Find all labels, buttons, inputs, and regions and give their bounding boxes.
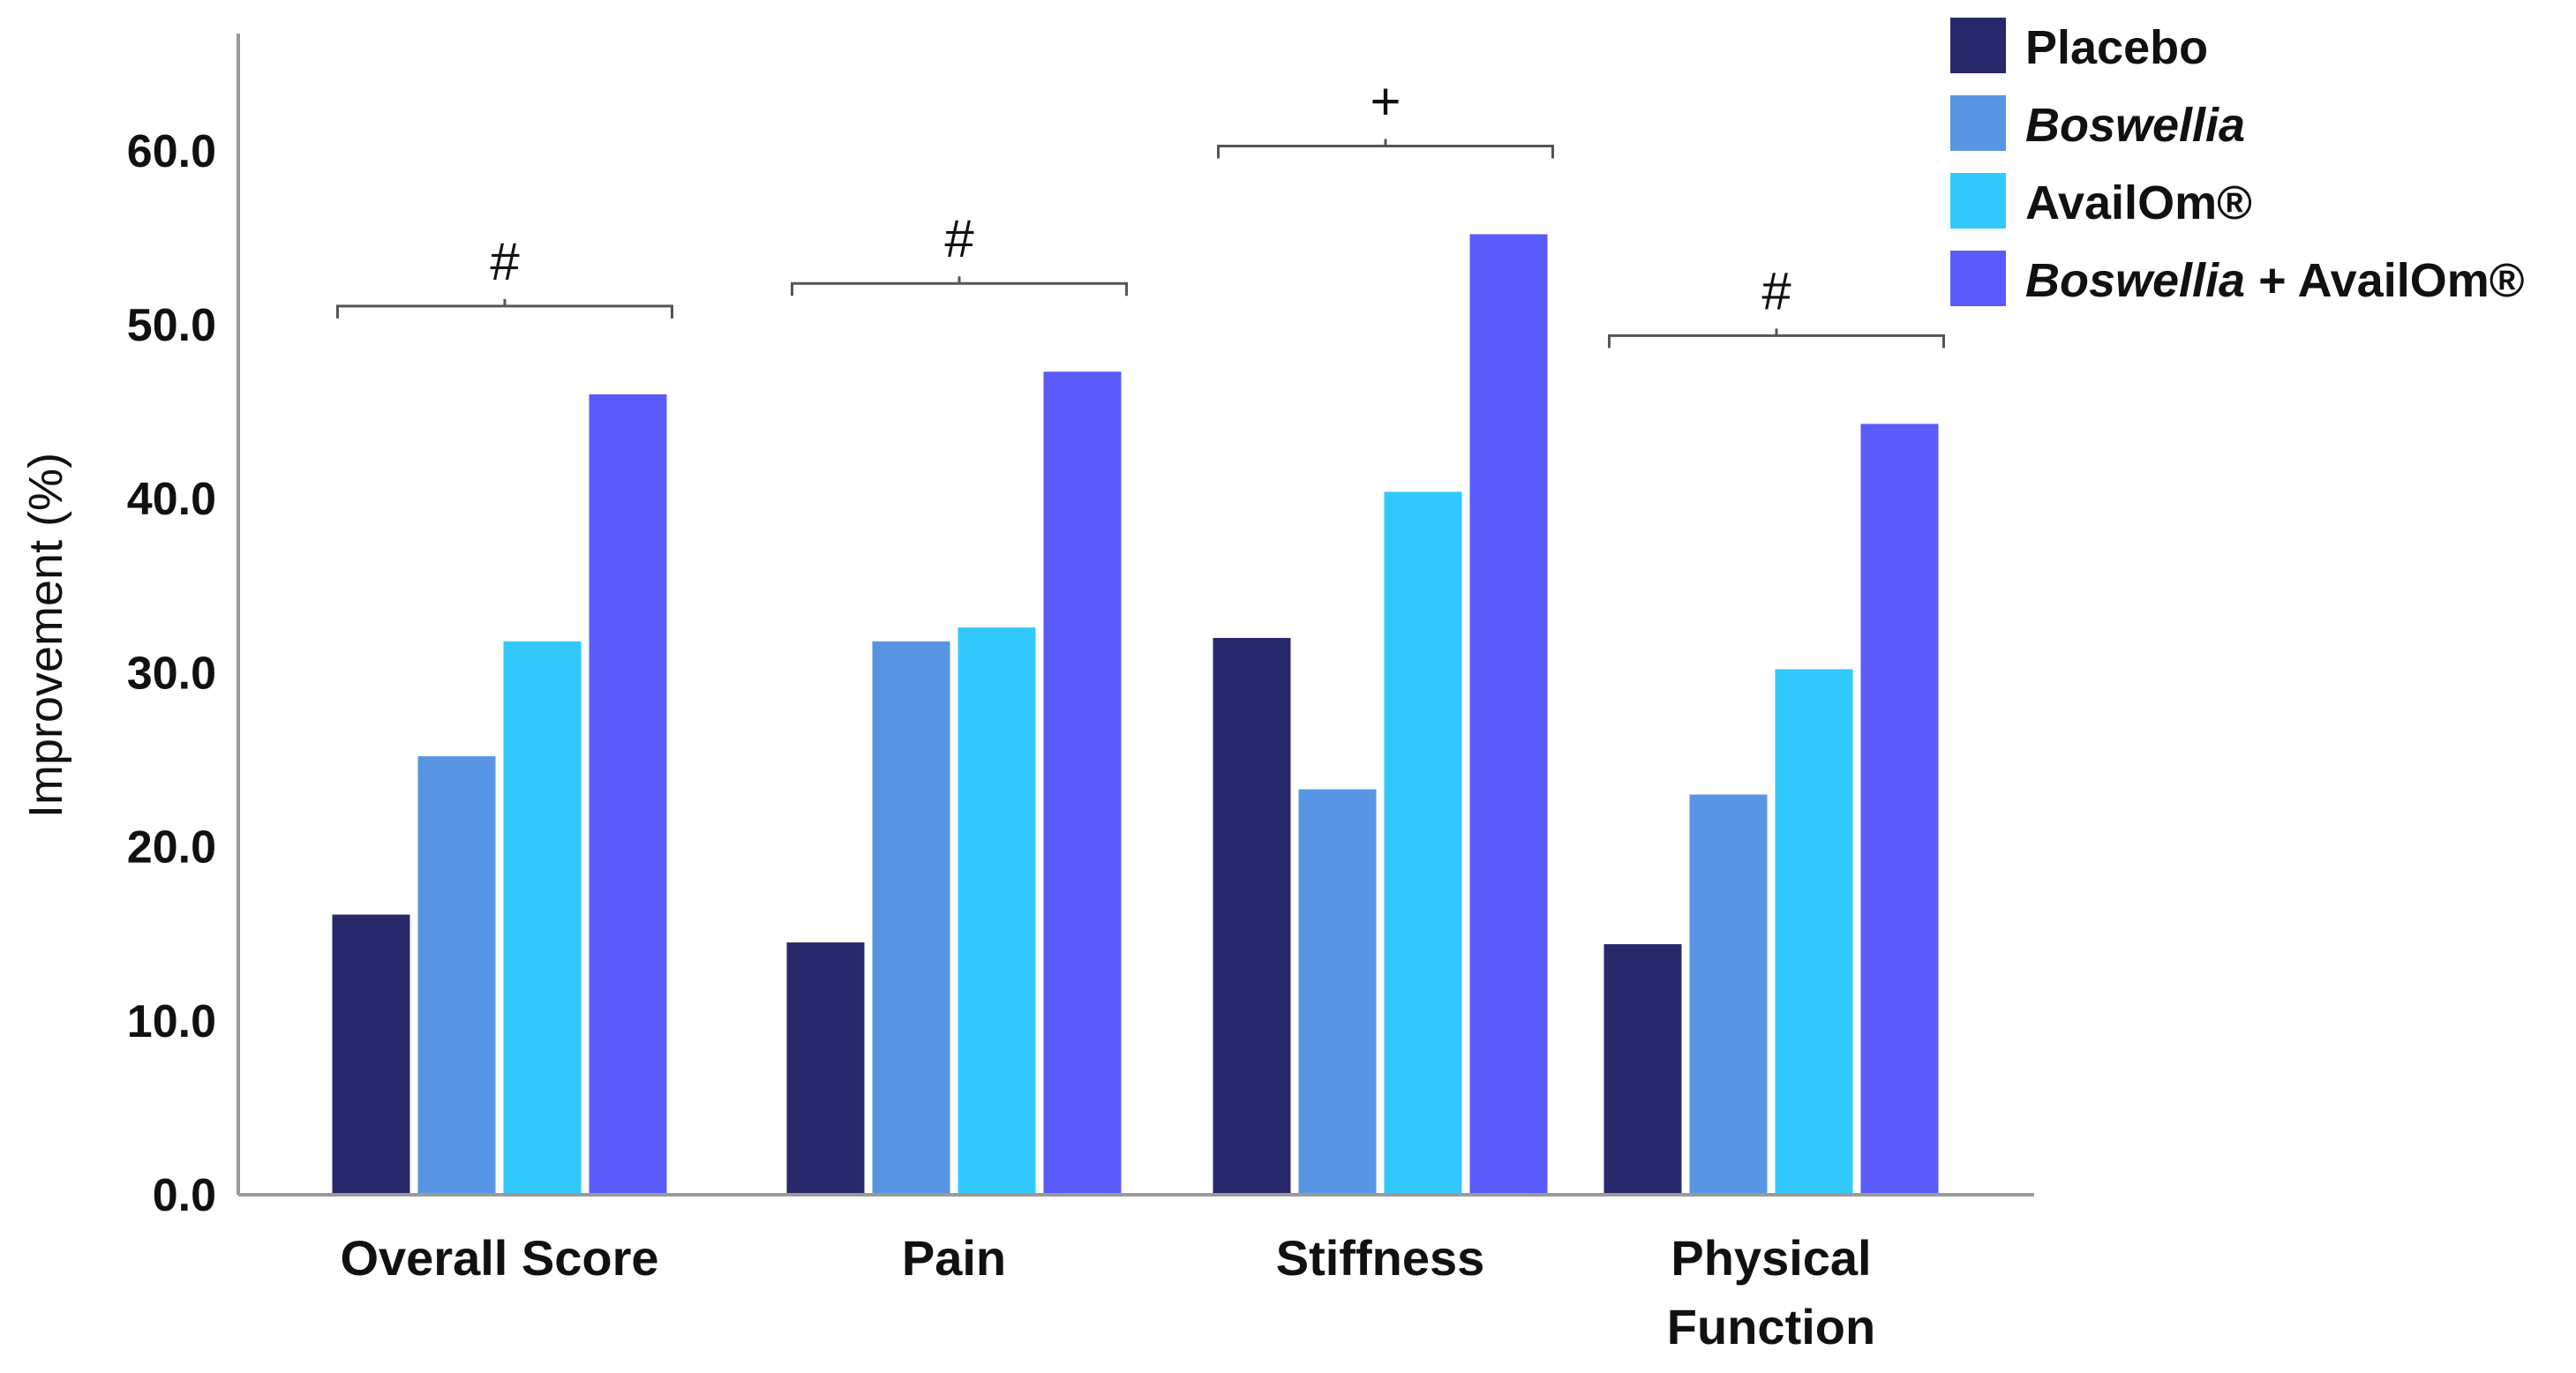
x-tick-label: Physical [1671, 1230, 1871, 1286]
bar-boswellia-availom-2 [1469, 234, 1548, 1195]
significance-symbol: + [1370, 71, 1401, 131]
legend-swatch [1950, 251, 2006, 306]
significance-symbol: # [490, 232, 520, 291]
legend-label: Boswellia + AvailOm® [2025, 254, 2525, 307]
x-axis: Overall Score Pain Stiffness Physical Functi… [238, 1193, 2034, 1354]
legend-label-part: Boswellia [2025, 254, 2245, 307]
bar-availom-1 [958, 627, 1036, 1195]
legend-label-part: + AvailOm® [2245, 254, 2524, 307]
bar-boswellia-availom-1 [1043, 371, 1122, 1195]
x-tick-label: Pain [902, 1230, 1006, 1286]
legend: Placebo Boswellia AvailOm® Boswellia + Avai… [1950, 18, 2525, 307]
y-tick-label: 0.0 [153, 1170, 216, 1221]
y-tick-label: 20.0 [127, 822, 216, 874]
legend-label: Boswellia [2025, 99, 2245, 152]
y-tick-label: 30.0 [127, 648, 216, 699]
bar-availom-2 [1384, 491, 1462, 1195]
bar-placebo-1 [786, 942, 865, 1195]
bar-boswellia-1 [872, 641, 950, 1195]
bar-boswellia-0 [417, 756, 496, 1195]
significance-bracket [791, 276, 1128, 296]
x-tick-label: Function [1667, 1299, 1875, 1354]
bar-boswellia-availom-3 [1860, 424, 1939, 1195]
legend-swatch [1950, 18, 2006, 73]
legend-swatch [1950, 173, 2006, 229]
y-tick-label: 60.0 [127, 126, 216, 177]
x-tick-label: Overall Score [340, 1230, 658, 1286]
significance-bracket [1217, 139, 1554, 159]
bar-boswellia-3 [1689, 794, 1768, 1195]
y-axis: 0.0 10.0 20.0 30.0 40.0 50.0 60.0 Improvement (… [19, 34, 240, 1221]
bars [332, 234, 1939, 1195]
bar-availom-3 [1775, 669, 1853, 1195]
bar-placebo-2 [1213, 637, 1291, 1195]
bar-boswellia-availom-0 [589, 394, 667, 1195]
significance-symbol: # [944, 209, 974, 268]
y-tick-label: 40.0 [127, 474, 216, 525]
significance-symbol: # [1761, 261, 1791, 320]
legend-label: Placebo [2025, 21, 2208, 74]
legend-label: AvailOm® [2025, 176, 2252, 229]
y-axis-title: Improvement (%) [19, 453, 72, 818]
bar-boswellia-2 [1298, 789, 1377, 1195]
significance-bracket [1608, 328, 1945, 349]
y-tick-label: 50.0 [127, 300, 216, 351]
x-tick-label: Stiffness [1276, 1230, 1485, 1286]
bar-availom-0 [503, 641, 582, 1195]
bar-placebo-0 [332, 914, 410, 1195]
bar-placebo-3 [1603, 944, 1682, 1195]
y-tick-label: 10.0 [127, 996, 216, 1047]
legend-label-part: AvailOm® [2025, 176, 2252, 229]
significance-brackets: # # + # [336, 71, 1945, 349]
significance-bracket [336, 298, 673, 319]
legend-swatch [1950, 95, 2006, 151]
legend-label-part: Placebo [2025, 21, 2208, 74]
legend-label-part: Boswellia [2025, 99, 2245, 152]
